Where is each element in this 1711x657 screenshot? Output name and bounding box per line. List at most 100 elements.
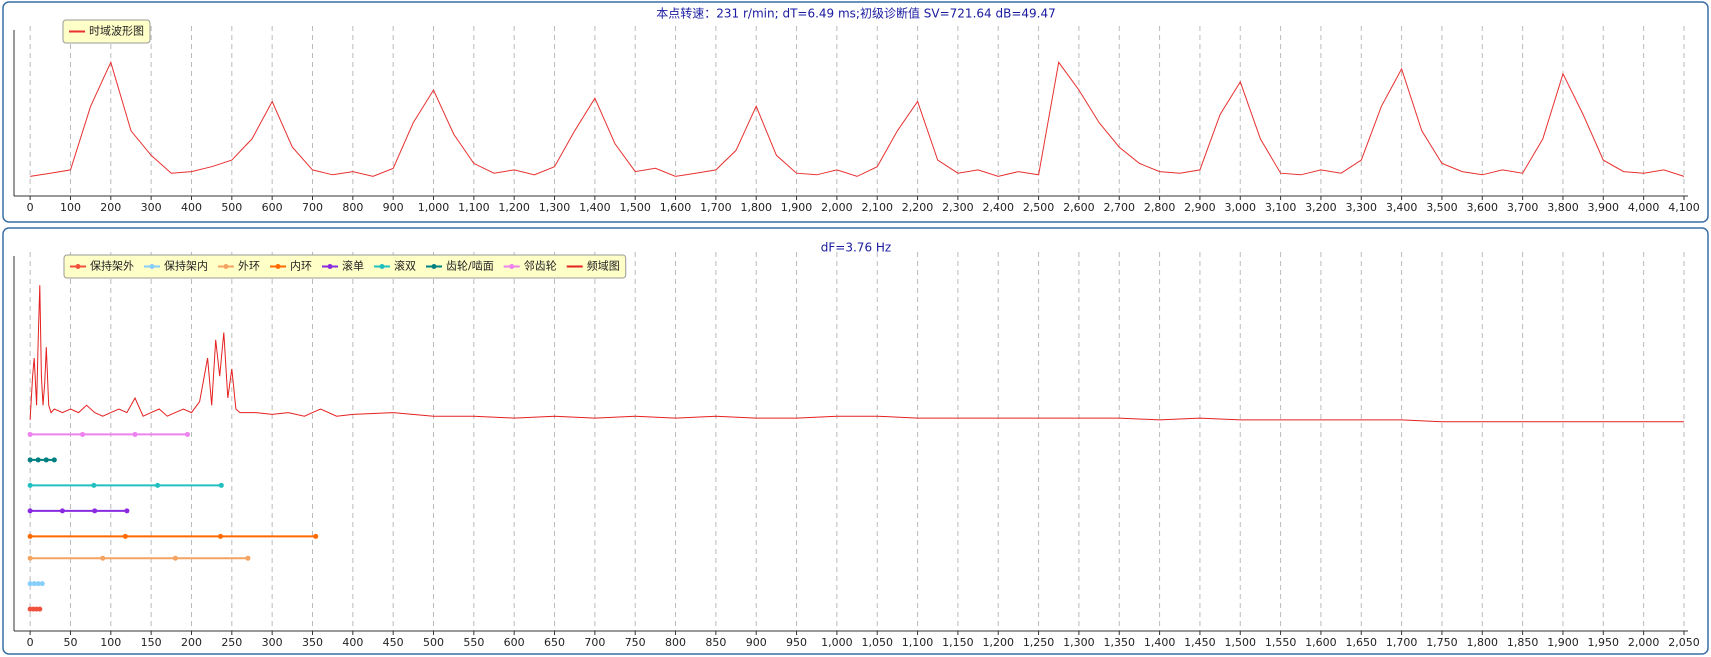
x-tick-label: 1,400	[579, 201, 611, 214]
x-tick-label: 2,700	[1103, 201, 1135, 214]
marker	[27, 431, 33, 437]
marker	[35, 457, 41, 463]
panel	[2, 227, 1709, 655]
x-tick-label: 950	[786, 636, 807, 649]
x-tick-label: 100	[100, 636, 121, 649]
x-tick-label: 3,600	[1467, 201, 1499, 214]
x-tick-label: 3,800	[1547, 201, 1579, 214]
marker	[27, 457, 33, 463]
x-tick-label: 1,850	[1507, 636, 1539, 649]
x-tick-label: 0	[27, 636, 34, 649]
x-tick-label: 1,600	[1305, 636, 1337, 649]
marker	[51, 457, 57, 463]
marker	[184, 431, 190, 437]
x-tick-label: 1,750	[1426, 636, 1458, 649]
x-tick-label: 300	[141, 201, 162, 214]
legend-label: 滚单	[342, 259, 364, 273]
x-tick-label: 1,500	[1225, 636, 1257, 649]
x-tick-label: 150	[141, 636, 162, 649]
x-tick-label: 1,650	[1346, 636, 1378, 649]
x-tick-label: 750	[625, 636, 646, 649]
x-tick-label: 2,300	[942, 201, 974, 214]
series-line	[29, 285, 1684, 423]
legend-label: 邻齿轮	[524, 259, 557, 273]
x-tick-label: 300	[262, 636, 283, 649]
x-tick-label: 2,500	[1023, 201, 1055, 214]
marker	[91, 482, 97, 488]
x-tick-label: 400	[342, 636, 363, 649]
x-tick-label: 2,100	[861, 201, 893, 214]
x-tick-label: 3,400	[1386, 201, 1418, 214]
marker	[122, 533, 128, 539]
legend-marker	[75, 264, 81, 269]
x-tick-label: 3,300	[1346, 201, 1378, 214]
marker	[27, 533, 33, 539]
x-tick-label: 1,200	[982, 636, 1014, 649]
x-tick-label: 1,250	[1023, 636, 1055, 649]
legend-marker	[149, 264, 155, 269]
marker	[218, 533, 224, 539]
marker	[37, 606, 43, 612]
legend-box	[62, 19, 151, 44]
x-tick-label: 1,900	[781, 201, 813, 214]
x-tick-label: 1,400	[1144, 636, 1176, 649]
marker	[43, 457, 49, 463]
marker	[27, 508, 33, 514]
x-tick-label: 900	[383, 201, 404, 214]
x-tick-label: 3,500	[1426, 201, 1458, 214]
x-tick-label: 800	[342, 201, 363, 214]
x-tick-label: 2,000	[1628, 636, 1660, 649]
x-tick-label: 650	[544, 636, 565, 649]
x-tick-label: 1,700	[1386, 636, 1418, 649]
legend-box	[63, 254, 627, 279]
marker	[124, 508, 130, 514]
x-tick-label: 2,000	[821, 201, 853, 214]
x-tick-label: 700	[302, 201, 323, 214]
legend-label: 外环	[238, 260, 260, 273]
x-tick-label: 3,000	[1225, 201, 1257, 214]
legend-label: 时域波形图	[89, 25, 144, 38]
x-tick-label: 2,200	[902, 201, 934, 214]
x-tick-label: 1,900	[1547, 636, 1579, 649]
legend-marker	[327, 264, 333, 269]
legend-marker	[509, 264, 515, 269]
x-tick-label: 1,550	[1265, 636, 1297, 649]
x-tick-label: 1,450	[1184, 636, 1216, 649]
x-tick-label: 500	[221, 201, 242, 214]
x-tick-label: 1,700	[700, 201, 732, 214]
x-tick-label: 500	[423, 636, 444, 649]
x-tick-label: 2,400	[982, 201, 1014, 214]
marker	[59, 508, 65, 514]
x-tick-label: 1,350	[1103, 636, 1135, 649]
x-tick-label: 3,200	[1305, 201, 1337, 214]
marker	[27, 555, 33, 561]
x-tick-label: 350	[302, 636, 323, 649]
marker	[27, 482, 33, 488]
x-tick-label: 4,000	[1628, 201, 1660, 214]
marker	[313, 533, 319, 539]
x-tick-label: 850	[705, 636, 726, 649]
x-tick-label: 250	[221, 636, 242, 649]
x-tick-label: 1,050	[861, 636, 893, 649]
legend-marker	[223, 264, 229, 269]
x-tick-label: 1,800	[740, 201, 772, 214]
legend-marker	[275, 264, 281, 269]
x-tick-label: 1,150	[942, 636, 974, 649]
legend-label: 内环	[290, 259, 312, 273]
x-tick-label: 1,100	[902, 636, 934, 649]
marker	[245, 555, 251, 561]
x-tick-label: 1,300	[539, 201, 571, 214]
x-tick-label: 550	[463, 636, 484, 649]
x-tick-label: 800	[665, 636, 686, 649]
legend-label: 滚双	[394, 259, 416, 273]
x-tick-label: 1,500	[619, 201, 651, 214]
x-tick-label: 900	[746, 636, 767, 649]
x-tick-label: 4,100	[1668, 201, 1700, 214]
marker	[132, 431, 138, 437]
x-tick-label: 2,900	[1184, 201, 1216, 214]
x-tick-label: 3,700	[1507, 201, 1539, 214]
x-tick-label: 1,800	[1467, 636, 1499, 649]
chart-title: 本点转速：231 r/min; dT=6.49 ms;初级诊断值 SV=721.…	[656, 6, 1055, 21]
legend: 时域波形图	[62, 19, 151, 44]
